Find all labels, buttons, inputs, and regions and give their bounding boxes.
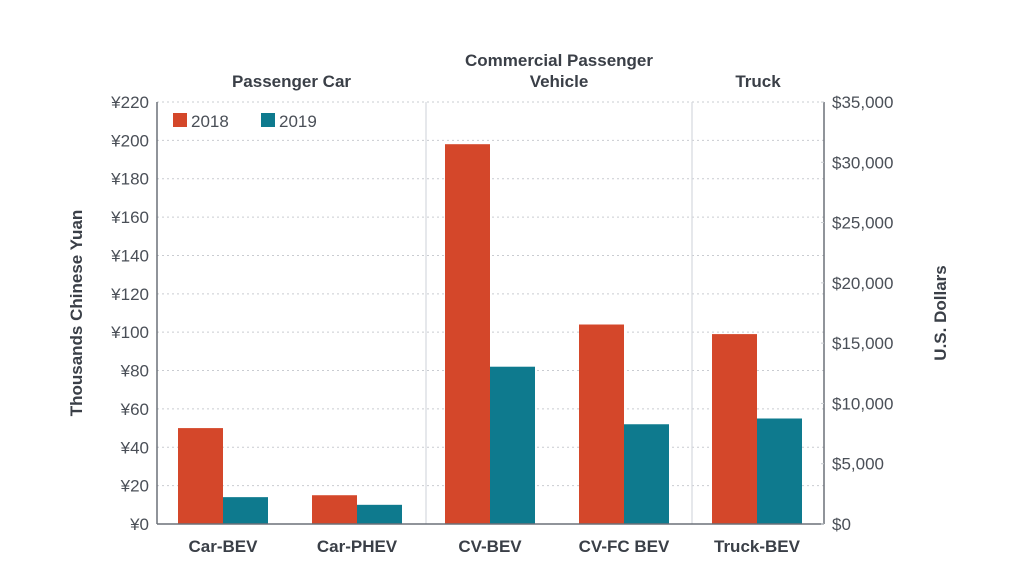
bar-2018-cv-fc-bev [579,324,624,524]
bar-2018-car-bev [178,428,223,524]
bar-2019-car-phev [357,504,402,524]
y-axis-ticks: ¥0 ¥20 ¥40 ¥60 ¥80 ¥100 ¥120 ¥140 ¥160 ¥180 ¥200 ¥2… [110,93,149,534]
bar-2018-cv-bev [445,144,490,524]
y-tick-label: ¥100 [110,323,149,342]
y-tick-label: ¥220 [110,93,149,112]
legend-label: 2018 [191,112,229,131]
group-labels: Passenger Car Commercial Passenger Vehicle… [232,51,781,91]
y-tick-label: ¥120 [110,285,149,304]
bar-2019-cv-fc-bev [624,424,669,524]
bar-2019-truck-bev [757,418,802,524]
group-label: Truck [735,72,781,91]
legend-swatch-2019 [261,113,275,127]
y2-tick-label: $5,000 [832,455,884,474]
y-tick-label: ¥80 [120,362,149,381]
y-tick-label: ¥200 [110,131,149,150]
axes [156,102,825,525]
y-tick-label: ¥60 [120,400,149,419]
group-label: Commercial Passenger [465,51,653,70]
y2-tick-label: $15,000 [832,334,893,353]
bar-2019-car-bev [223,497,268,524]
y-tick-label: ¥160 [110,208,149,227]
bar-2018-truck-bev [712,334,757,524]
category-label: CV-FC BEV [579,537,670,556]
group-label: Vehicle [530,72,589,91]
legend: 2018 2019 [173,112,317,131]
y2-axis-title: U.S. Dollars [931,265,950,360]
y2-tick-label: $20,000 [832,274,893,293]
y2-tick-label: $30,000 [832,153,893,172]
group-label: Passenger Car [232,72,351,91]
legend-swatch-2018 [173,113,187,127]
y-tick-label: ¥0 [129,515,149,534]
y-axis-title: Thousands Chinese Yuan [67,210,86,417]
category-label: Car-PHEV [317,537,398,556]
group-separators [425,102,693,524]
category-labels: Car-BEV Car-PHEV CV-BEV CV-FC BEV Truck-BEV [189,537,801,556]
y2-tick-label: $25,000 [832,214,893,233]
y-tick-label: ¥20 [120,477,149,496]
legend-label: 2019 [279,112,317,131]
category-label: Car-BEV [189,537,259,556]
category-label: Truck-BEV [714,537,801,556]
category-label: CV-BEV [458,537,522,556]
y2-tick-label: $0 [832,515,851,534]
y-tick-label: ¥140 [110,246,149,265]
y2-tick-label: $10,000 [832,394,893,413]
y-tick-label: ¥180 [110,170,149,189]
bars [178,144,802,524]
bar-2019-cv-bev [490,366,535,524]
y2-tick-label: $35,000 [832,93,893,112]
bar-2018-car-phev [312,495,357,524]
y-tick-label: ¥40 [120,438,149,457]
y2-axis-ticks: $0 $5,000 $10,000 $15,000 $20,000 $25,000 $30,… [821,93,893,534]
